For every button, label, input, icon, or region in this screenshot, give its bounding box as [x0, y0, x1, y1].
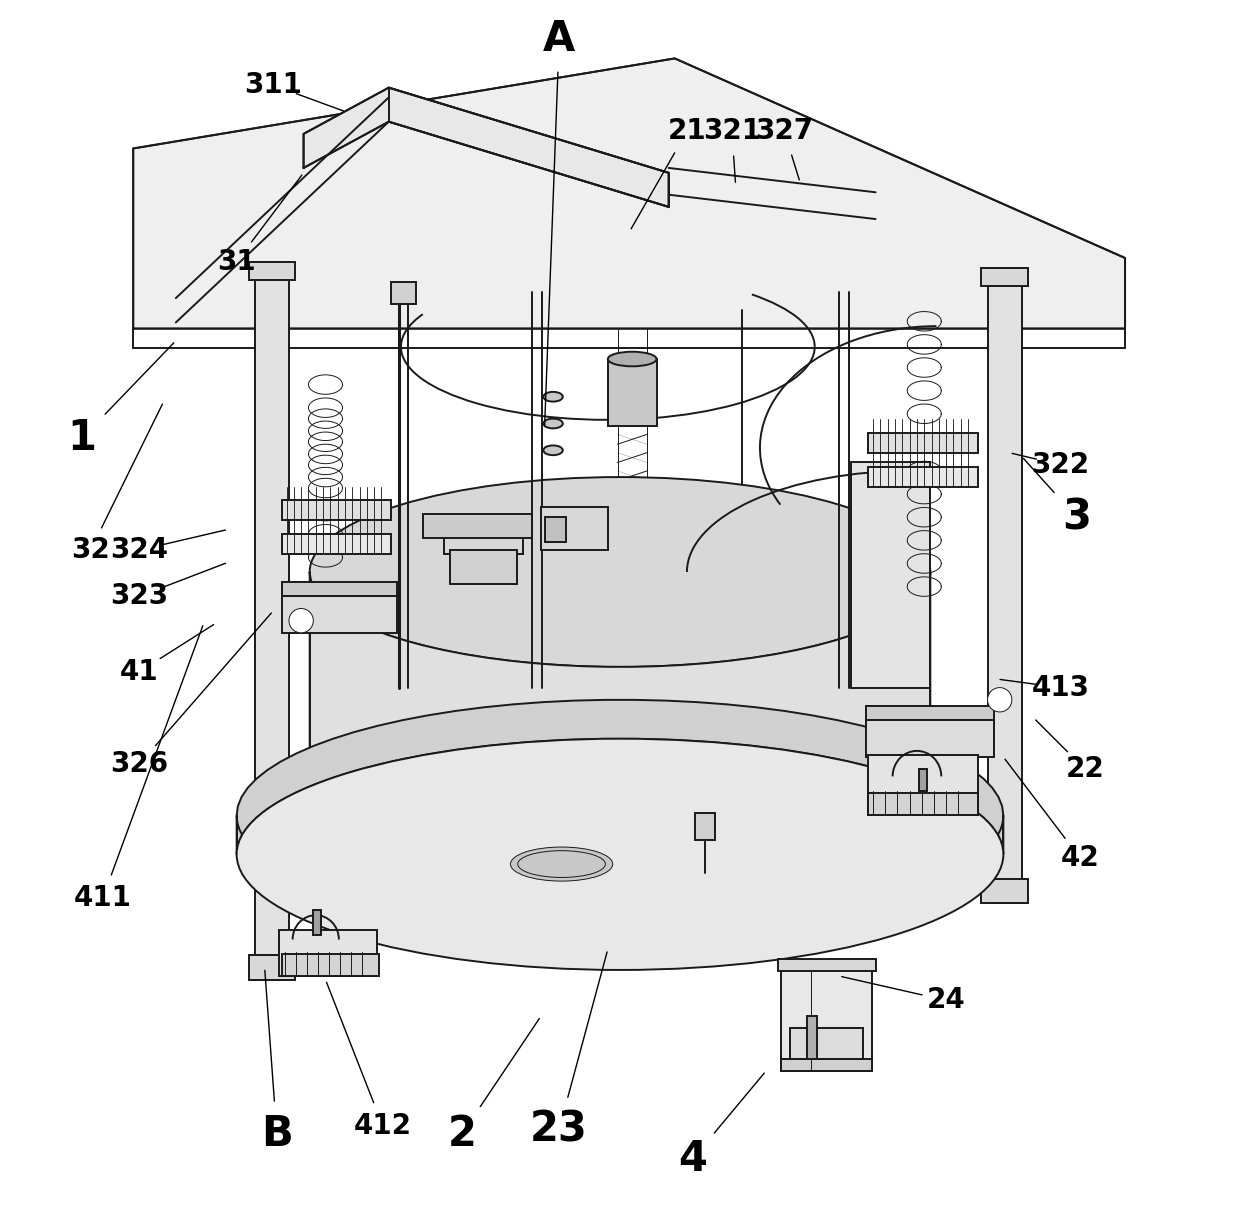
Bar — [807, 1016, 817, 1059]
Circle shape — [289, 608, 314, 633]
Bar — [781, 1059, 872, 1071]
Text: 411: 411 — [74, 884, 131, 913]
Bar — [249, 262, 295, 280]
Text: 311: 311 — [244, 71, 303, 100]
Polygon shape — [310, 572, 930, 797]
Text: 23: 23 — [531, 1109, 588, 1150]
Bar — [868, 433, 978, 453]
Text: 31: 31 — [217, 247, 255, 276]
Bar — [281, 582, 397, 596]
Bar — [249, 955, 295, 980]
Text: 327: 327 — [755, 117, 813, 146]
Polygon shape — [133, 58, 1125, 329]
Bar — [544, 517, 567, 542]
Ellipse shape — [543, 392, 563, 402]
Bar — [444, 517, 522, 554]
Bar — [790, 1028, 863, 1059]
Text: 321: 321 — [703, 117, 761, 146]
Ellipse shape — [237, 739, 1003, 970]
Bar — [541, 507, 608, 550]
Ellipse shape — [608, 352, 656, 366]
Ellipse shape — [543, 419, 563, 428]
Text: B: B — [260, 1114, 293, 1155]
Bar — [279, 930, 377, 976]
Bar — [450, 550, 517, 584]
Text: 3: 3 — [1061, 497, 1091, 538]
Bar — [866, 706, 993, 720]
Text: 24: 24 — [926, 986, 966, 1015]
Text: 41: 41 — [120, 657, 159, 686]
Text: 32: 32 — [71, 535, 110, 565]
Bar — [781, 961, 872, 1071]
Bar — [314, 910, 321, 935]
Ellipse shape — [310, 477, 930, 667]
Text: 42: 42 — [1060, 843, 1100, 873]
Bar — [255, 262, 289, 980]
Text: 323: 323 — [110, 582, 169, 611]
Bar — [987, 270, 1022, 903]
Polygon shape — [851, 462, 930, 688]
Circle shape — [987, 688, 1012, 712]
Ellipse shape — [543, 445, 563, 455]
Ellipse shape — [511, 847, 613, 881]
Bar — [423, 514, 532, 538]
Text: 413: 413 — [1032, 673, 1090, 702]
Bar — [981, 268, 1028, 286]
Bar — [868, 793, 978, 815]
Polygon shape — [304, 88, 668, 207]
Bar — [608, 359, 656, 426]
Bar — [981, 879, 1028, 903]
Text: 4: 4 — [678, 1138, 708, 1179]
Bar — [868, 755, 978, 815]
Text: A: A — [543, 18, 575, 60]
Bar — [281, 954, 379, 976]
Bar — [281, 500, 391, 520]
Text: 2: 2 — [448, 1114, 476, 1155]
Text: 22: 22 — [1065, 755, 1105, 784]
Text: 326: 326 — [110, 750, 169, 779]
Text: 21: 21 — [667, 117, 707, 146]
Bar — [866, 720, 993, 757]
Bar — [696, 813, 715, 840]
Bar — [281, 534, 391, 554]
Bar — [919, 769, 926, 791]
Bar — [779, 959, 875, 971]
Text: 1: 1 — [68, 417, 97, 459]
Text: 412: 412 — [353, 1111, 412, 1140]
Text: 322: 322 — [1032, 450, 1090, 479]
Bar — [281, 596, 397, 633]
Bar — [391, 282, 415, 304]
Bar — [868, 467, 978, 487]
Polygon shape — [237, 700, 1003, 854]
Text: 324: 324 — [110, 535, 169, 565]
